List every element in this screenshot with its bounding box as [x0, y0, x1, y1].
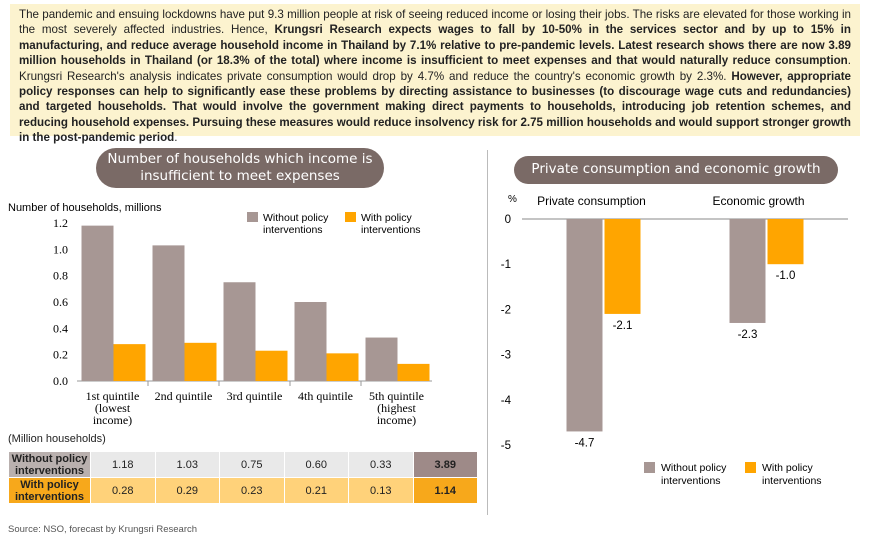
row-label-without: Without policy interventions	[8, 451, 91, 478]
table-total-cell: 1.14	[412, 477, 478, 504]
bar-without-policy	[81, 225, 114, 381]
table-cell: 0.33	[348, 451, 414, 478]
table-unit-label: (Million households)	[8, 433, 106, 445]
table-row-with: With policy interventions 0.28 0.29 0.23…	[8, 477, 478, 504]
bar-with-policy	[326, 353, 359, 381]
legend-swatch	[644, 462, 655, 473]
y-tick-label: -3	[501, 350, 511, 362]
x-tick-label: 5th quintile	[369, 389, 424, 403]
bar-with-policy	[184, 342, 217, 381]
y-tick-label: -2	[501, 304, 511, 316]
households-bar-chart: Number of households, millions 0.0 0.2 0.4 0…	[8, 202, 432, 427]
x-tick-label: 4th quintile	[298, 389, 353, 403]
x-tick-label: income)	[377, 413, 416, 427]
table-cell: 1.03	[154, 451, 220, 478]
y-axis-unit: %	[508, 194, 517, 205]
bar-without-policy	[566, 219, 603, 432]
table-cell: 0.23	[219, 477, 285, 504]
intro-paragraph: The pandemic and ensuing lockdowns have …	[10, 4, 860, 144]
data-label: -1.0	[776, 270, 796, 282]
y-tick-label: 0	[505, 214, 511, 226]
legend-label: Without policy	[263, 212, 329, 224]
table-cell: 0.75	[219, 451, 285, 478]
y-tick-label: 1.0	[53, 242, 68, 256]
bar-without-policy	[365, 337, 398, 381]
intro-text-4: However, appropriate policy responses ca…	[19, 69, 851, 145]
x-tick-label: income)	[93, 413, 132, 427]
bar-with-policy	[604, 219, 641, 314]
bar-with-policy	[113, 344, 146, 381]
table-cell: 0.13	[348, 477, 414, 504]
y-tick-label: -4	[501, 395, 512, 407]
data-label: -4.7	[575, 437, 595, 449]
x-tick-label: 2nd quintile	[155, 389, 213, 403]
y-tick-label: -5	[501, 440, 511, 452]
right-chart-title: Private consumption and economic growth	[514, 156, 838, 184]
y-tick-label: 0.8	[53, 269, 68, 283]
table-cell: 0.29	[154, 477, 220, 504]
intro-text-2: Krungsri Research expects wages to fall …	[19, 23, 851, 68]
row-label-with: With policy interventions	[8, 477, 91, 504]
legend-swatch	[745, 462, 756, 473]
bar-with-policy	[255, 350, 288, 381]
intro-text-1: The pandemic and ensuing lockdowns have …	[19, 8, 851, 37]
category-label: Economic growth	[712, 194, 804, 208]
table-cell: 0.60	[283, 451, 349, 478]
y-tick-label: 0.6	[53, 295, 68, 309]
table-cell: 0.28	[90, 477, 156, 504]
x-tick-label: 1st quintile	[86, 389, 140, 403]
table-total-cell: 3.89	[412, 451, 478, 478]
bar-with-policy	[767, 219, 804, 265]
x-tick-label: (highest	[377, 401, 416, 415]
intro-text-3: . Krungsri Research's analysis indicates…	[19, 54, 851, 83]
data-label: -2.3	[738, 329, 758, 341]
data-label: -2.1	[613, 320, 633, 332]
legend-swatch	[345, 212, 356, 222]
y-tick-label: 0.4	[53, 321, 68, 335]
y-tick-label: 0.2	[53, 348, 68, 362]
x-tick-label: 3rd quintile	[227, 389, 283, 403]
legend-label: interventions	[661, 475, 721, 487]
legend-label: interventions	[263, 224, 323, 236]
chart-divider	[487, 150, 488, 515]
table-cell: 1.18	[90, 451, 156, 478]
legend-swatch	[247, 212, 258, 222]
category-label: Private consumption	[537, 194, 646, 208]
bar-without-policy	[729, 219, 766, 323]
table-cell: 0.21	[283, 477, 349, 504]
bar-without-policy	[152, 245, 185, 381]
data-table: Without policy interventions 1.18 1.03 0…	[8, 451, 478, 504]
intro-text-5: .	[174, 131, 178, 145]
bar-with-policy	[397, 363, 430, 381]
bar-without-policy	[294, 302, 327, 381]
legend-label: interventions	[361, 224, 421, 236]
x-tick-label: (lowest	[95, 401, 131, 415]
legend-label: With policy	[361, 212, 413, 224]
y-tick-label: 0.0	[53, 374, 68, 388]
legend-label: Without policy	[661, 462, 727, 474]
table-row-without: Without policy interventions 1.18 1.03 0…	[8, 451, 478, 478]
legend-label: interventions	[762, 475, 822, 487]
y-tick-label: -1	[501, 259, 511, 271]
source-note: Source: NSO, forecast by Krungsri Resear…	[8, 524, 198, 535]
y-tick-label: 1.2	[53, 216, 68, 230]
bar-without-policy	[223, 282, 256, 381]
legend-label: With policy	[762, 462, 814, 474]
y-axis-label: Number of households, millions	[8, 202, 162, 214]
left-chart-title: Number of households which income is ins…	[96, 148, 384, 188]
